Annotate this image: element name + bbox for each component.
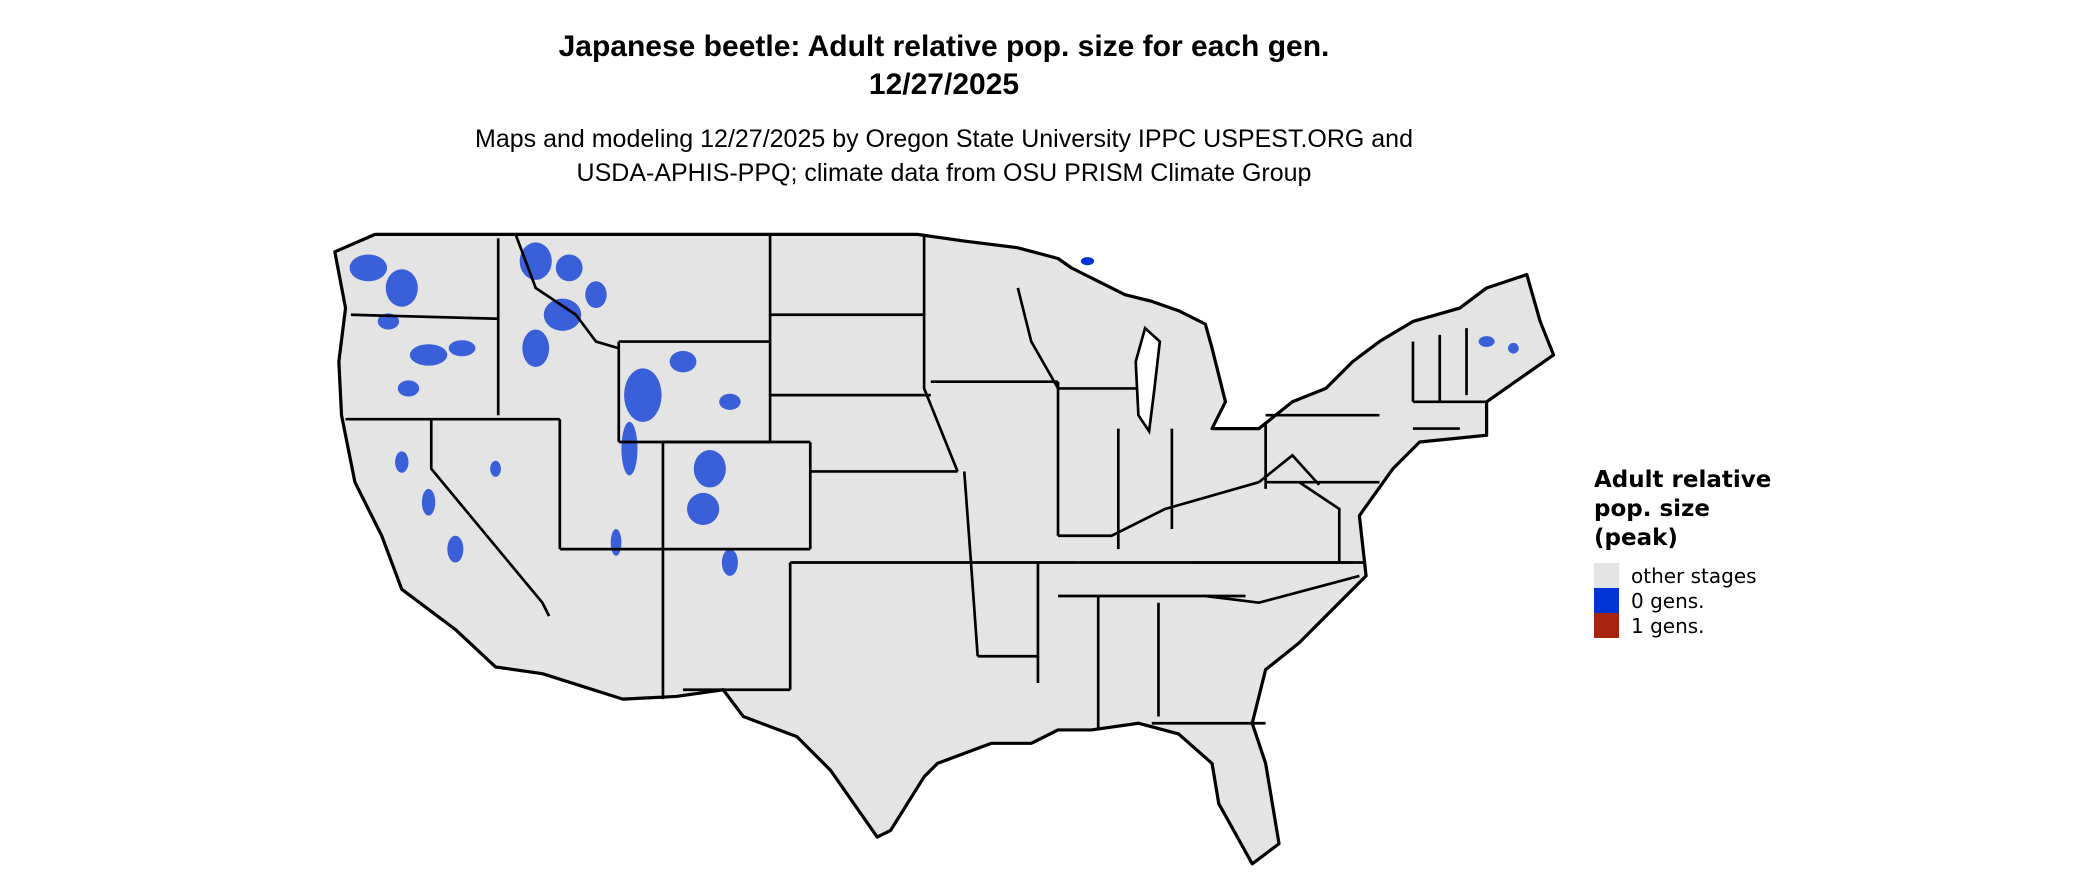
subtitle-line-1: Maps and modeling 12/27/2025 by Oregon S… xyxy=(475,125,1413,153)
zero-gens-patch xyxy=(687,492,720,526)
zero-gens-patch xyxy=(409,344,448,366)
legend-item-other-stages: other stages xyxy=(1594,563,1771,588)
zero-gens-patch xyxy=(543,298,582,331)
legend-title-line: pop. size xyxy=(1594,496,1711,522)
zero-gens-patch xyxy=(385,269,418,307)
zero-gens-patch xyxy=(448,340,476,357)
map-title: Japanese beetle: Adult relative pop. siz… xyxy=(0,28,1888,104)
state-borders xyxy=(345,233,1487,730)
legend-swatch xyxy=(1594,588,1619,613)
zero-gens-patch xyxy=(693,450,726,488)
zero-gens-patch xyxy=(669,350,697,373)
zero-gens-patch xyxy=(397,380,420,397)
zero-gens-patch xyxy=(1508,342,1519,354)
state-border xyxy=(514,233,620,350)
zero-gens-patch xyxy=(377,313,400,330)
zero-gens-patch xyxy=(490,460,501,477)
legend-label: 1 gens. xyxy=(1631,613,1705,638)
state-border xyxy=(350,313,499,321)
legend-item-1-gens: 1 gens. xyxy=(1594,613,1771,638)
legend-title-line: (peak) xyxy=(1594,525,1678,551)
zero-gens-patch xyxy=(447,535,464,563)
title-date: 12/27/2025 xyxy=(868,68,1020,101)
zero-gens-patch xyxy=(721,549,738,576)
zero-gens-patch xyxy=(395,451,409,473)
state-border xyxy=(1205,574,1360,605)
state-border xyxy=(922,234,959,472)
zero-gens-patch xyxy=(585,281,607,309)
zero-gens-patch xyxy=(522,329,550,367)
zero-gens-patch xyxy=(421,488,436,516)
zero-gens-patch xyxy=(610,529,622,556)
zero-gens-patch xyxy=(621,421,638,476)
lake-superior-zero-gens xyxy=(1080,257,1095,266)
us-land xyxy=(333,232,1556,866)
state-border xyxy=(962,471,973,563)
map-subtitle: Maps and modeling 12/27/2025 by Oregon S… xyxy=(0,122,1888,190)
state-border xyxy=(1058,480,1260,538)
legend-swatch xyxy=(1594,563,1619,588)
zero-gens-areas xyxy=(349,242,1519,576)
zero-gens-patch xyxy=(719,393,741,410)
zero-gens-patch xyxy=(349,254,388,282)
zero-gens-patch xyxy=(624,368,662,422)
state-border xyxy=(1298,481,1341,563)
legend: Adult relative pop. size (peak) other st… xyxy=(1594,466,1771,638)
zero-gens-patch xyxy=(555,254,583,282)
state-border xyxy=(1016,287,1060,390)
state-border xyxy=(429,419,551,617)
legend-swatch xyxy=(1594,613,1619,638)
lake-michigan xyxy=(1134,325,1162,436)
state-border xyxy=(969,562,980,657)
legend-label: other stages xyxy=(1631,563,1757,588)
legend-title: Adult relative pop. size (peak) xyxy=(1594,466,1771,553)
legend-label: 0 gens. xyxy=(1631,588,1705,613)
zero-gens-patch xyxy=(519,242,552,280)
subtitle-line-2: USDA-APHIS-PPQ; climate data from OSU PR… xyxy=(576,159,1312,187)
state-border xyxy=(1258,453,1321,486)
legend-item-0-gens: 0 gens. xyxy=(1594,588,1771,613)
legend-title-line: Adult relative xyxy=(1594,467,1772,493)
title-line-1: Japanese beetle: Adult relative pop. siz… xyxy=(558,30,1330,63)
zero-gens-patch xyxy=(1478,336,1495,347)
